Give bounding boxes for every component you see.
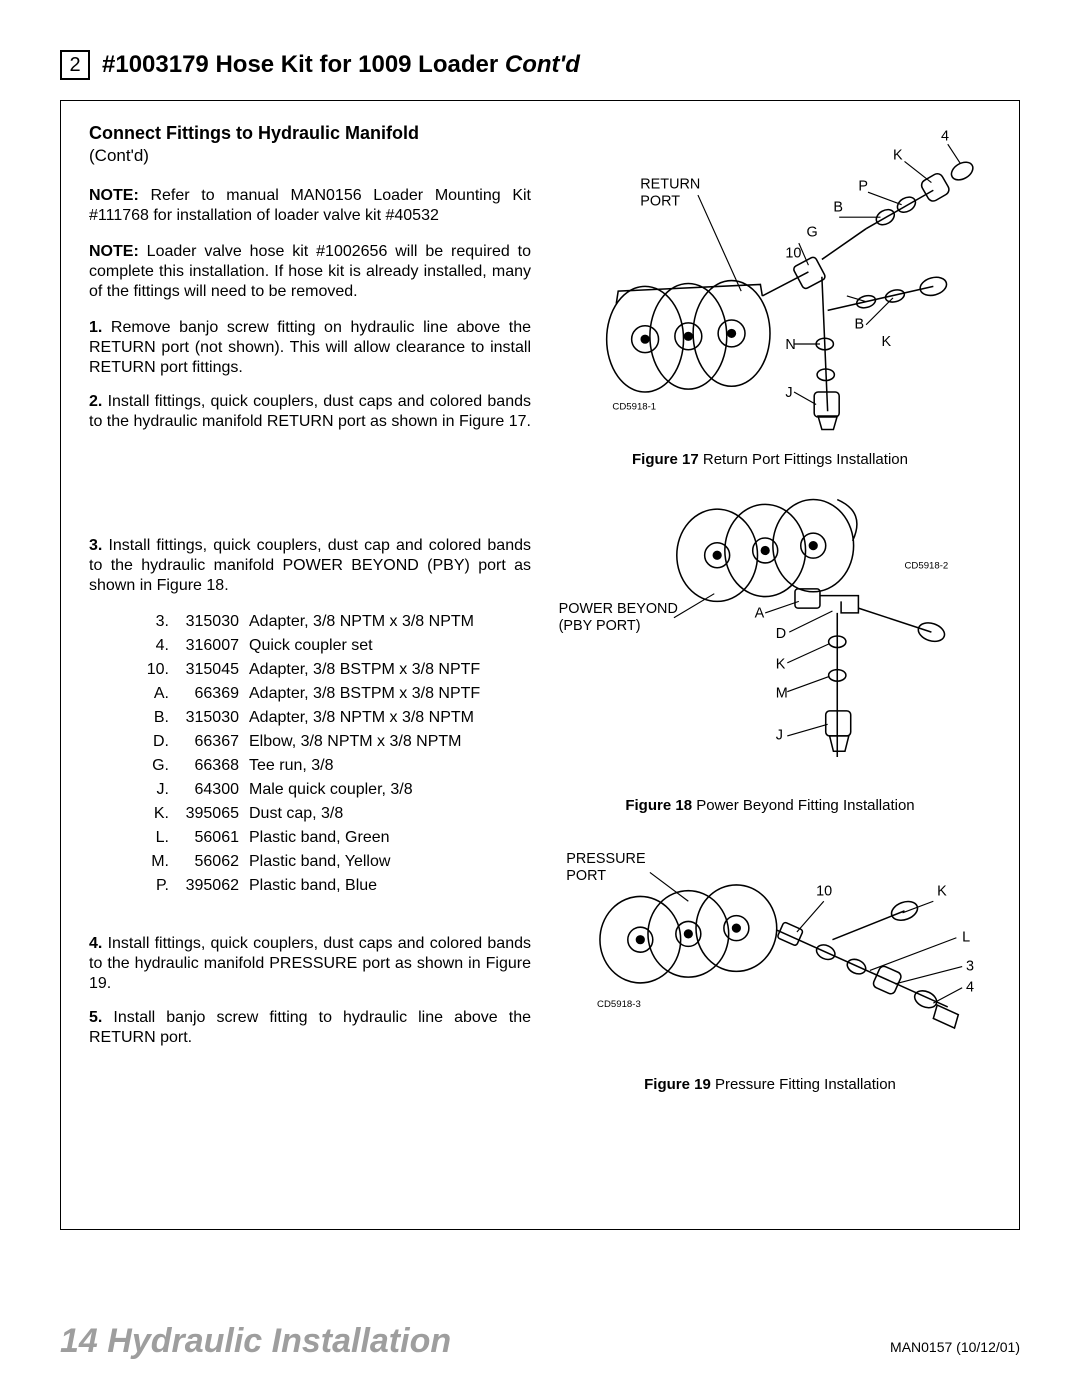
parts-row: 10.315045Adapter, 3/8 BSTPM x 3/8 NPTF (139, 658, 531, 682)
figure-17-diagram: RETURN PORT 4 K P B G 10 B K N J CD5918-… (549, 123, 991, 440)
step-5: 5. Install banjo screw fitting to hydrau… (89, 1008, 531, 1048)
svg-text:4: 4 (941, 128, 949, 144)
svg-text:10: 10 (785, 246, 801, 262)
figure-18-diagram: POWER BEYOND (PBY PORT) A D K M J CD5918… (549, 488, 991, 786)
parts-row: 3.315030Adapter, 3/8 NPTM x 3/8 NPTM (139, 610, 531, 634)
svg-text:CD5918-2: CD5918-2 (905, 561, 949, 572)
parts-list: 3.315030Adapter, 3/8 NPTM x 3/8 NPTM 4.3… (139, 610, 531, 898)
page-footer: 14 Hydraulic Installation MAN0157 (10/12… (60, 1322, 1020, 1361)
note-text: Refer to manual MAN0156 Loader Mounting … (89, 187, 531, 224)
step-2: 2. Install fittings, quick couplers, dus… (89, 392, 531, 432)
svg-text:PORT: PORT (640, 194, 680, 210)
figure-18-caption: Figure 18 Power Beyond Fitting Installat… (549, 797, 991, 814)
svg-text:J: J (785, 385, 792, 401)
step-text: Install fittings, quick couplers, dust c… (89, 393, 531, 430)
subheading: Connect Fittings to Hydraulic Manifold (89, 123, 531, 144)
svg-text:POWER BEYOND: POWER BEYOND (559, 601, 678, 617)
parts-row: K.395065Dust cap, 3/8 (139, 802, 531, 826)
svg-text:4: 4 (966, 980, 974, 996)
page-title: #1003179 Hose Kit for 1009 Loader Cont'd (102, 51, 580, 79)
figure-18: POWER BEYOND (PBY PORT) A D K M J CD5918… (549, 488, 991, 814)
figure-17-caption: Figure 17 Return Port Fittings Installat… (549, 451, 991, 468)
note-label: NOTE: (89, 243, 139, 260)
svg-text:K: K (881, 334, 891, 350)
note-text: Loader valve hose kit #1002656 will be r… (89, 243, 531, 300)
step-text: Install fittings, quick couplers, dust c… (89, 537, 531, 594)
step-num: 3. (89, 537, 102, 554)
svg-text:J: J (776, 728, 783, 744)
footer-doc-id: MAN0157 (10/12/01) (890, 1339, 1020, 1355)
svg-text:G: G (807, 224, 818, 240)
svg-text:P: P (858, 178, 868, 194)
footer-title: 14 Hydraulic Installation (60, 1322, 451, 1361)
svg-text:(PBY PORT): (PBY PORT) (559, 618, 641, 634)
step-text: Remove banjo screw fitting on hydraulic … (89, 319, 531, 376)
svg-text:B: B (855, 317, 865, 333)
parts-row: B.315030Adapter, 3/8 NPTM x 3/8 NPTM (139, 706, 531, 730)
svg-text:10: 10 (816, 883, 832, 899)
right-column: RETURN PORT 4 K P B G 10 B K N J CD5918-… (549, 123, 991, 1207)
svg-text:RETURN: RETURN (640, 176, 700, 192)
step-num: 1. (89, 319, 102, 336)
svg-text:N: N (785, 337, 795, 353)
svg-text:D: D (776, 626, 786, 642)
title-main: #1003179 Hose Kit for 1009 Loader (102, 51, 505, 78)
svg-text:B: B (833, 199, 843, 215)
svg-text:K: K (893, 148, 903, 164)
step-number-box: 2 (60, 50, 90, 80)
parts-row: G.66368Tee run, 3/8 (139, 754, 531, 778)
svg-text:CD5918-1: CD5918-1 (612, 401, 656, 412)
step-num: 4. (89, 935, 102, 952)
step-text: Install fittings, quick couplers, dust c… (89, 935, 531, 992)
svg-text:3: 3 (966, 958, 974, 974)
content-box: Connect Fittings to Hydraulic Manifold (… (60, 100, 1020, 1230)
svg-text:A: A (755, 606, 765, 622)
step-text: Install banjo screw fitting to hydraulic… (89, 1009, 531, 1046)
svg-text:PORT: PORT (566, 868, 606, 884)
title-contd: Cont'd (505, 51, 580, 78)
parts-row: D.66367Elbow, 3/8 NPTM x 3/8 NPTM (139, 730, 531, 754)
svg-text:CD5918-3: CD5918-3 (597, 999, 641, 1010)
svg-text:K: K (937, 883, 947, 899)
svg-text:PRESSURE: PRESSURE (566, 851, 645, 867)
step-num: 5. (89, 1009, 102, 1026)
note-2: NOTE: Loader valve hose kit #1002656 wil… (89, 242, 531, 302)
parts-row: P.395062Plastic band, Blue (139, 874, 531, 898)
svg-text:K: K (776, 657, 786, 673)
note-label: NOTE: (89, 187, 139, 204)
parts-row: A.66369Adapter, 3/8 BSTPM x 3/8 NPTF (139, 682, 531, 706)
step-num: 2. (89, 393, 102, 410)
figure-17: RETURN PORT 4 K P B G 10 B K N J CD5918-… (549, 123, 991, 468)
step-number: 2 (69, 54, 80, 77)
svg-text:L: L (962, 930, 970, 946)
page-header: 2 #1003179 Hose Kit for 1009 Loader Cont… (60, 50, 1020, 80)
parts-row: M.56062Plastic band, Yellow (139, 850, 531, 874)
parts-row: 4.316007Quick coupler set (139, 634, 531, 658)
parts-row: L.56061Plastic band, Green (139, 826, 531, 850)
figure-19-caption: Figure 19 Pressure Fitting Installation (549, 1076, 991, 1093)
left-column: Connect Fittings to Hydraulic Manifold (… (89, 123, 531, 1207)
note-1: NOTE: Refer to manual MAN0156 Loader Mou… (89, 186, 531, 226)
parts-row: J.64300Male quick coupler, 3/8 (139, 778, 531, 802)
step-1: 1. Remove banjo screw fitting on hydraul… (89, 318, 531, 378)
figure-19: PRESSURE PORT 10 K L 3 4 CD5918-3 Figure… (549, 834, 991, 1093)
step-3: 3. Install fittings, quick couplers, dus… (89, 536, 531, 596)
svg-text:M: M (776, 686, 788, 702)
step-4: 4. Install fittings, quick couplers, dus… (89, 934, 531, 994)
subheading-contd: (Cont'd) (89, 146, 531, 166)
figure-19-diagram: PRESSURE PORT 10 K L 3 4 CD5918-3 (549, 834, 991, 1065)
